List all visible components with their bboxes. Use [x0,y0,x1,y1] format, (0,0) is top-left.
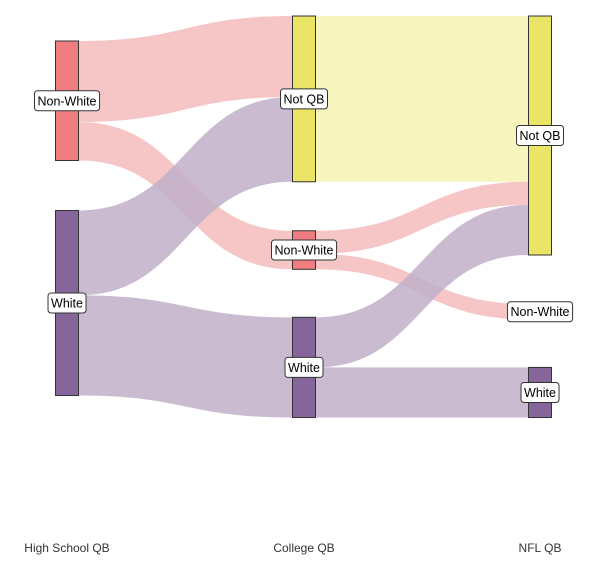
node-label-nfl_nonwhite: Non-White [506,301,574,323]
node-label-hs_white: White [47,292,87,314]
node-label-text-col_white: White [288,361,320,375]
flow-col_white-to-nfl_white [315,367,529,418]
axis-label-2: NFL QB [519,541,562,555]
node-label-text-nfl_white: White [524,386,556,400]
flow-hs_white-to-col_notqb [78,96,293,296]
node-label-text-col_nonwhite: Non-White [274,244,333,258]
flows-layer [78,16,529,418]
node-label-box-col_white [284,356,324,378]
axis-label-0: High School QB [24,541,109,555]
flow-hs_white-to-col_white [78,295,293,418]
node-label-text-hs_nonwhite: Non-White [37,94,96,108]
node-label-box-nfl_nonwhite [506,301,574,323]
flow-hs_nonwhite-to-col_notqb [78,16,293,122]
axis-label-1: College QB [273,541,334,555]
node-label-box-nfl_white [520,381,560,403]
axis-labels: High School QB College QB NFL QB [24,541,561,555]
flow-col_nonwhite-to-nfl_notqb [315,181,529,254]
node-label-box-hs_white [47,292,87,314]
node-label-nfl_white: White [520,381,560,403]
node-label-col_nonwhite: Non-White [270,239,338,261]
node-label-col_white: White [284,356,324,378]
node-label-hs_nonwhite: Non-White [33,90,101,112]
flow-col_white-to-nfl_notqb [315,204,529,368]
node-label-box-nfl_notqb [516,125,564,147]
node-label-text-hs_white: White [51,297,83,311]
node-label-box-col_nonwhite [270,239,338,261]
labels-layer: Non-White White Not QB Non-White White Not QB… [33,88,574,403]
node-label-box-hs_nonwhite [33,90,101,112]
flow-col_notqb-to-nfl_notqb [315,16,529,182]
node-label-text-col_notqb: Not QB [284,92,325,106]
node-label-text-nfl_notqb: Not QB [520,129,561,143]
node-label-box-col_notqb [280,88,328,110]
node-label-nfl_notqb: Not QB [516,125,564,147]
node-label-col_notqb: Not QB [280,88,328,110]
node-label-text-nfl_nonwhite: Non-White [510,305,569,319]
